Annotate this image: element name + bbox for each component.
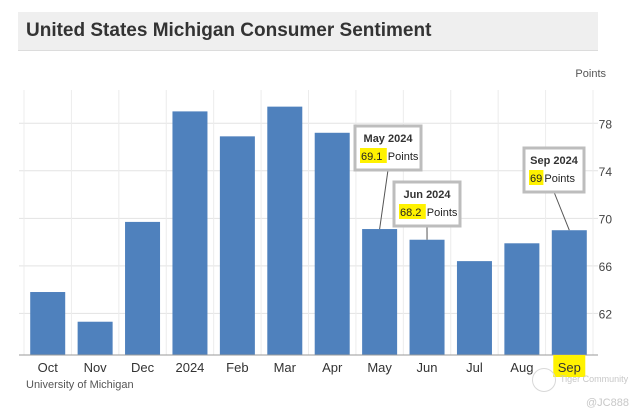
bar-sep xyxy=(551,230,587,355)
y-tick-label: 70 xyxy=(599,212,613,226)
y-tick-label: 62 xyxy=(599,307,613,321)
bar-feb xyxy=(219,136,255,355)
x-tick-label: Sep xyxy=(558,360,581,375)
annotation-value: 68.2 xyxy=(400,207,421,219)
annotation-value-highlight xyxy=(399,204,426,219)
annotation-title: Jun 2024 xyxy=(403,189,451,201)
bar-dec xyxy=(125,221,161,355)
annotation-leader xyxy=(553,191,570,231)
bar-jun xyxy=(409,239,445,355)
x-tick-label: Jun xyxy=(417,360,438,375)
y-tick-label: 78 xyxy=(599,117,613,131)
bar-oct xyxy=(30,292,66,355)
bar-apr xyxy=(314,132,350,355)
bar-jul xyxy=(456,261,492,355)
annotation-leader xyxy=(379,169,389,230)
x-tick-label: Nov xyxy=(84,360,108,375)
annotation-value-highlight xyxy=(529,170,544,185)
annotation-value: 69.1 xyxy=(361,151,382,163)
watermark-handle: @JC888 xyxy=(586,397,629,409)
x-tick-label: Aug xyxy=(510,360,533,375)
bar-nov xyxy=(77,321,113,355)
annotation-title: May 2024 xyxy=(364,133,414,145)
x-tick-label: Feb xyxy=(226,360,248,375)
y-unit-label: Points xyxy=(575,68,606,80)
y-tick-label: 74 xyxy=(599,165,613,179)
annotation-value-highlight xyxy=(360,148,387,163)
y-tick-label: 66 xyxy=(599,260,613,274)
x-tick-label: Oct xyxy=(38,360,59,375)
bar-mar xyxy=(267,106,303,355)
annotation-unit: Points xyxy=(427,207,458,219)
annotation-unit: Points xyxy=(388,151,419,163)
source-label: University of Michigan xyxy=(26,379,134,391)
annotation-unit: Points xyxy=(544,173,575,185)
chart-title: United States Michigan Consumer Sentimen… xyxy=(26,20,432,41)
annotation-value: 69 xyxy=(530,173,542,185)
bar-aug xyxy=(504,243,540,355)
x-tick-label: Mar xyxy=(274,360,297,375)
x-tick-label: May xyxy=(367,360,392,375)
tiger-logo-icon xyxy=(532,368,556,392)
annotation-title: Sep 2024 xyxy=(530,155,579,167)
x-tick-label: Apr xyxy=(322,360,343,375)
bar-2024 xyxy=(172,111,208,355)
x-tick-highlight xyxy=(553,355,586,377)
watermark-community: Tiger Community xyxy=(560,374,629,384)
x-tick-label: Dec xyxy=(131,360,155,375)
chart-title-bar: United States Michigan Consumer Sentimen… xyxy=(18,12,598,51)
x-tick-label: 2024 xyxy=(175,360,204,375)
x-tick-label: Jul xyxy=(466,360,483,375)
bar-may xyxy=(362,229,398,355)
